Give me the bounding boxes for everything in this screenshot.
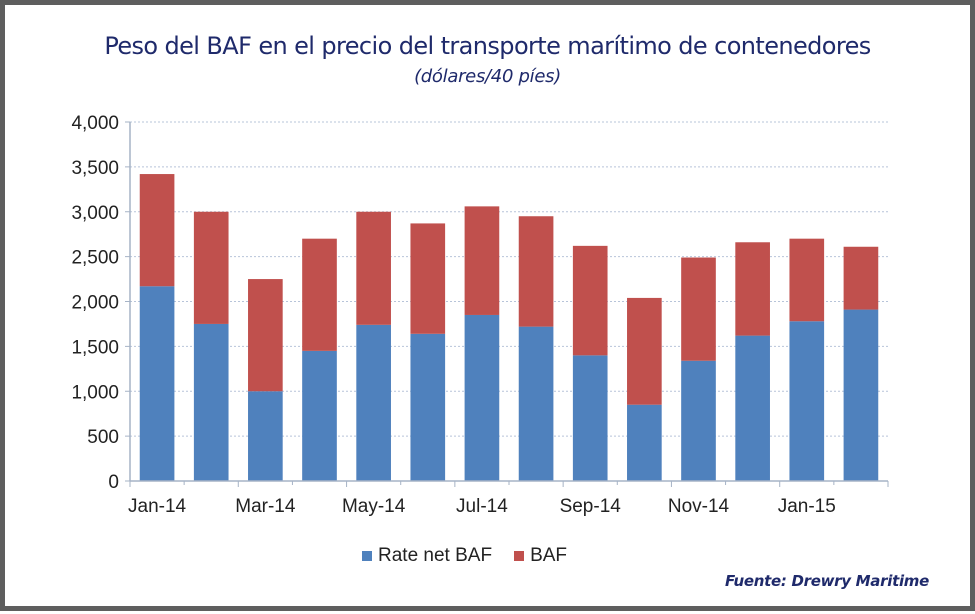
x-tick-label: May-14 — [342, 496, 406, 517]
x-tick-label: Nov-14 — [668, 496, 730, 517]
y-tick-label: 1,000 — [71, 382, 119, 403]
bar-rate-net-baf — [248, 391, 283, 481]
bar-baf — [193, 211, 229, 324]
bar-baf — [248, 279, 283, 392]
legend-label-rate-net-baf: Rate net BAF — [378, 545, 493, 566]
legend-item-baf: BAF — [514, 545, 567, 567]
x-tick-label: Sep-14 — [560, 496, 622, 517]
bar-baf — [518, 216, 554, 327]
source-note: Fuente: Drewry Maritime — [725, 572, 929, 590]
bar-rate-net-baf — [789, 321, 825, 481]
y-tick-label: 500 — [87, 427, 119, 448]
bar-baf — [627, 297, 662, 405]
y-tick-label: 3,000 — [71, 203, 119, 224]
y-tick-label: 2,000 — [71, 293, 119, 314]
bar-baf — [464, 206, 500, 315]
chart-title: Peso del BAF en el precio del transporte… — [104, 32, 871, 60]
bar-rate-net-baf — [735, 335, 770, 481]
bar-rate-net-baf — [410, 333, 446, 481]
bar-rate-net-baf — [518, 326, 554, 481]
x-tick-label: Jan-15 — [778, 496, 836, 517]
y-tick-label: 1,500 — [71, 337, 119, 358]
y-tick-label: 3,500 — [71, 158, 119, 179]
axes — [125, 121, 889, 487]
bar-rate-net-baf — [572, 355, 608, 481]
legend-swatch-baf — [514, 551, 525, 561]
bar-rate-net-baf — [356, 324, 391, 481]
x-tick-label: Jul-14 — [456, 496, 508, 517]
gridlines — [130, 121, 888, 437]
legend-swatch-rate-net-baf — [362, 551, 372, 561]
bar-rate-net-baf — [681, 360, 716, 481]
bar-baf — [356, 211, 391, 325]
bar-baf — [843, 246, 879, 310]
y-axis-tick-labels: 0 500 1,000 1,500 2,000 2,500 3,000 3,500 4,000 — [71, 113, 119, 493]
x-tick-label: Jan-14 — [128, 496, 187, 517]
bar-baf — [572, 245, 608, 356]
legend-label-baf: BAF — [530, 545, 568, 566]
bar-baf — [789, 238, 825, 322]
bar-rate-net-baf — [627, 404, 662, 481]
bar-baf — [302, 238, 337, 351]
bar-rate-net-baf — [193, 323, 229, 481]
bar-rate-net-baf — [302, 350, 337, 481]
bar-rate-net-baf — [464, 314, 500, 481]
bars — [139, 174, 879, 481]
bar-baf — [139, 174, 175, 287]
chart-subtitle: (dólares/40 píes) — [414, 66, 561, 87]
x-axis-tick-labels: Jan-14 Mar-14 May-14 Jul-14 Sep-14 Nov-14 Jan-… — [128, 496, 836, 517]
bar-baf — [681, 257, 716, 361]
y-tick-label: 4,000 — [71, 113, 119, 134]
x-tick-label: Mar-14 — [235, 496, 296, 517]
bar-baf — [735, 242, 770, 336]
y-tick-label: 0 — [108, 472, 119, 493]
bar-baf — [410, 223, 446, 334]
legend-item-rate-net-baf: Rate net BAF — [362, 545, 492, 567]
bar-rate-net-baf — [139, 286, 175, 481]
legend: Rate net BAF BAF — [362, 545, 589, 567]
bar-rate-net-baf — [843, 309, 879, 481]
y-tick-label: 2,500 — [71, 248, 119, 269]
